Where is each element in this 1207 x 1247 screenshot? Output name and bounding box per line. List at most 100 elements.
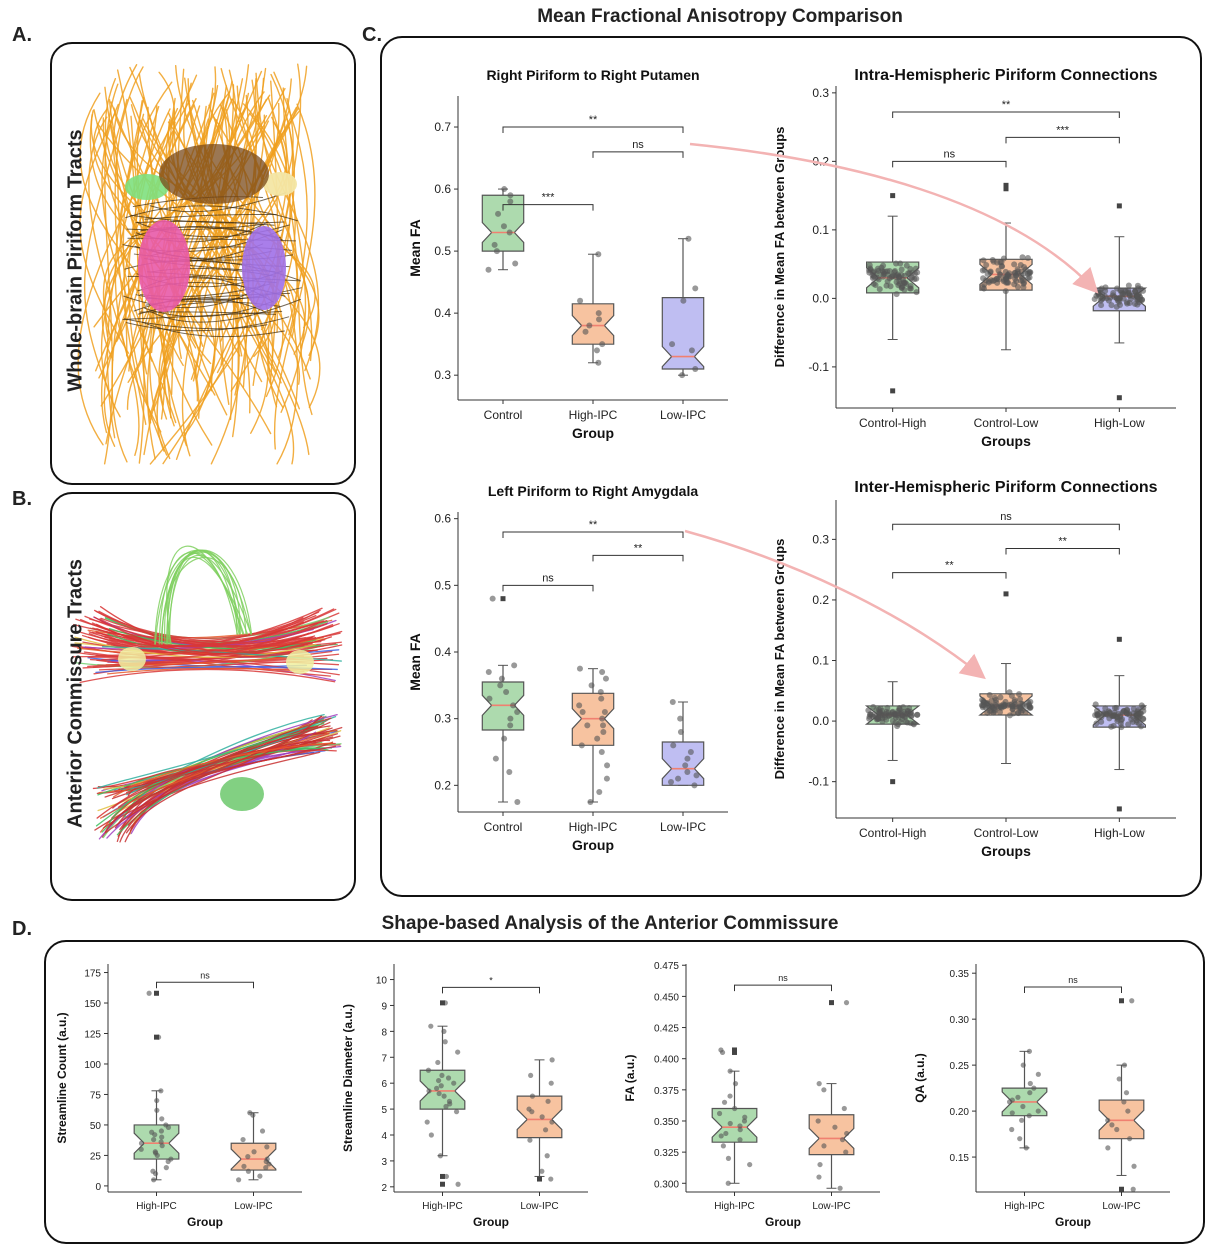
data-point (507, 198, 514, 205)
data-point (1009, 1126, 1015, 1133)
outlier-marker (500, 596, 506, 602)
data-point (154, 1097, 160, 1104)
box-green (481, 194, 525, 252)
y-tick-label: 0.1 (812, 654, 829, 668)
data-point (725, 1155, 732, 1161)
tract-fiber (141, 321, 285, 338)
y-tick-label: 0.425 (654, 1024, 679, 1035)
data-point (455, 1049, 461, 1055)
y-axis-title: Mean FA (407, 219, 423, 277)
chart-title: Inter-Hemispheric Piriform Connections (854, 479, 1157, 496)
data-point (1092, 701, 1099, 708)
data-point (443, 1103, 449, 1110)
data-point (839, 1137, 846, 1143)
data-point (896, 274, 903, 281)
y-axis-title: Streamline Count (a.u.) (55, 1012, 69, 1143)
data-point (1113, 704, 1120, 711)
data-point (1105, 1145, 1111, 1151)
x-axis-title: Group (765, 1215, 801, 1229)
significance-label: ns (542, 572, 554, 584)
data-point (1125, 282, 1132, 289)
data-point (737, 1137, 743, 1143)
data-point (691, 782, 698, 789)
data-point (1002, 288, 1009, 295)
data-point (1009, 1097, 1015, 1103)
ac-fiber (166, 556, 249, 645)
significance-bracket (734, 984, 832, 992)
panel-a-label: Whole-brain Piriform Tracts (64, 129, 87, 392)
data-point (1134, 301, 1141, 308)
ac-fiber (167, 551, 241, 645)
significance-label: ** (945, 560, 954, 572)
data-point (599, 341, 606, 348)
data-point (451, 1080, 457, 1086)
y-tick-label: 0.0 (812, 291, 829, 305)
panel-a-letter: A. (12, 24, 32, 46)
data-point (899, 283, 906, 290)
data-point (1105, 1117, 1111, 1123)
data-point (1017, 700, 1024, 707)
data-point (168, 1156, 174, 1162)
data-point (257, 1173, 263, 1179)
data-point (1018, 709, 1025, 716)
data-point (158, 1088, 164, 1094)
x-tick-label: High-IPC (714, 1201, 755, 1212)
y-tick-label: 2 (381, 1183, 387, 1194)
tract-fiber (79, 92, 199, 402)
outlier-marker (890, 779, 896, 785)
data-point (437, 1153, 444, 1159)
x-axis-title: Group (1055, 1215, 1091, 1229)
data-point (576, 702, 583, 709)
chart-d1: 0 25 50 75 100 125 150 175 High-IPC Low-IPC Group S… (55, 964, 302, 1229)
pink-region-blob (138, 220, 190, 312)
y-tick-label: 0.2 (812, 154, 829, 168)
data-point (441, 1028, 447, 1034)
x-tick-label: High-Low (1094, 416, 1145, 430)
data-point (588, 682, 595, 689)
data-point (1011, 281, 1018, 288)
data-point (506, 769, 513, 775)
ac-fiber (95, 623, 343, 658)
data-point (841, 1105, 847, 1112)
y-tick-label: 150 (84, 999, 101, 1010)
data-point (529, 1109, 535, 1115)
tract-fiber (103, 83, 119, 465)
data-point (495, 210, 502, 217)
data-point (992, 696, 999, 703)
data-point (815, 1118, 821, 1124)
data-point (1011, 261, 1018, 268)
ac-fiber (107, 667, 305, 675)
data-point (426, 1088, 432, 1094)
significance-bracket (502, 584, 594, 592)
significance-label: * (489, 975, 493, 985)
data-point (485, 669, 492, 675)
data-point (1130, 1186, 1136, 1192)
data-point (897, 260, 904, 267)
y-tick-label: 3 (381, 1157, 387, 1168)
x-tick-label: Low-IPC (1102, 1201, 1140, 1212)
y-tick-label: 8 (381, 1027, 387, 1038)
data-point (1102, 710, 1109, 717)
tract-fiber (267, 63, 302, 408)
data-point (980, 257, 987, 264)
y-tick-label: 0.35 (950, 969, 970, 980)
tract-fiber (144, 213, 277, 220)
data-point (603, 775, 610, 782)
data-point (263, 1165, 269, 1171)
ac-fiber (102, 751, 321, 829)
tract-fiber (198, 98, 256, 332)
data-point (545, 1098, 551, 1104)
data-point (997, 694, 1004, 701)
chart-c1: Right Piriform to Right Putamen 0.3 0.4 0.5… (407, 67, 728, 441)
data-point (994, 259, 1001, 266)
data-point (548, 1080, 554, 1086)
ac-fiber (96, 616, 304, 648)
data-point (832, 1124, 838, 1130)
data-point (593, 347, 600, 354)
significance-label: *** (542, 192, 556, 204)
significance-label: ns (778, 973, 788, 983)
tract-fiber (101, 103, 177, 424)
data-point (1135, 715, 1142, 722)
data-point (1121, 1099, 1127, 1105)
data-point (1026, 1113, 1032, 1119)
